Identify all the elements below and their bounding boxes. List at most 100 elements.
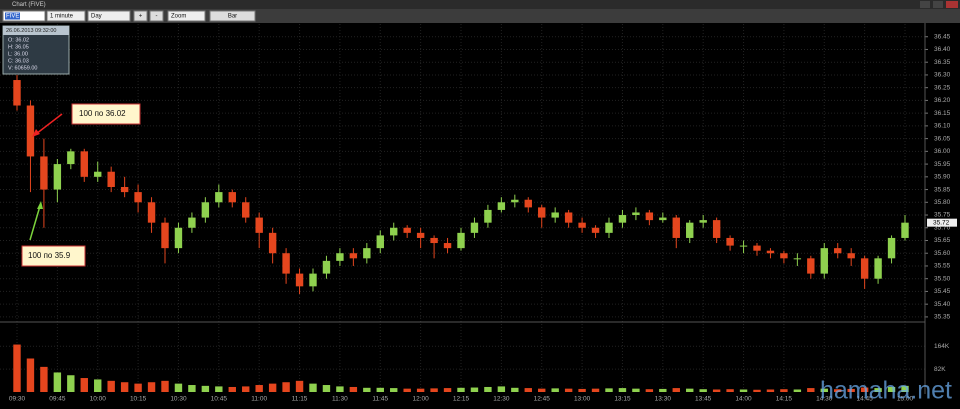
candle-body: [349, 253, 358, 259]
volume-bar: [901, 385, 909, 392]
interval-dropdown[interactable]: [46, 10, 86, 22]
volume-bar: [807, 388, 815, 392]
candle-body: [363, 248, 371, 259]
candle-body: [712, 220, 721, 238]
x-tick-label: 10:30: [170, 396, 187, 403]
volume-bar: [107, 380, 115, 392]
volume-bar: [766, 389, 775, 392]
volume-bar: [618, 388, 627, 392]
candle-body: [430, 237, 438, 244]
candle-body: [780, 253, 788, 259]
volume-bar: [632, 388, 640, 392]
candle-body: [336, 253, 344, 261]
candle-body: [605, 222, 613, 233]
annotation-box: [71, 103, 141, 125]
volume-bar: [497, 386, 506, 392]
candle-body: [282, 253, 290, 274]
candle-body: [578, 222, 586, 228]
candle-body: [107, 171, 115, 188]
x-tick-label: 12:30: [493, 396, 510, 403]
x-tick-label: 10:45: [211, 396, 228, 403]
volume-bar: [564, 388, 573, 392]
arrow: [29, 205, 41, 241]
candle-body: [134, 192, 142, 203]
candle-body: [94, 171, 102, 177]
volume-bar: [659, 388, 667, 392]
volume-bar: [457, 387, 465, 392]
volume-bar: [268, 383, 277, 392]
y2-tick-label: 164K: [934, 343, 950, 350]
symbol-input[interactable]: [2, 10, 46, 22]
volume-bar: [645, 389, 654, 392]
volume-bar: [53, 372, 62, 392]
volume-bar: [147, 382, 156, 392]
candle-body: [793, 258, 802, 260]
minus-text: -: [156, 14, 158, 20]
volume-bar: [578, 388, 586, 392]
y-tick-label: 36.35: [934, 59, 951, 66]
y-tick-label: 36.00: [934, 148, 951, 155]
symbol-text: FIVE: [6, 14, 19, 20]
volume-bar: [686, 388, 694, 392]
volume-bar: [282, 382, 290, 392]
volume-bar: [67, 375, 75, 392]
zoom-dropdown[interactable]: [167, 10, 206, 22]
candle-body: [820, 248, 828, 274]
volume-bar: [430, 388, 438, 392]
volume-bar: [13, 344, 21, 392]
volume-bar: [322, 385, 331, 392]
last-price-tag: [927, 218, 957, 227]
y2-tick-label: 82K: [934, 366, 946, 373]
close-button[interactable]: [946, 1, 958, 8]
volume-bar: [847, 388, 855, 392]
style-text: Bar: [228, 14, 237, 20]
title-bar: [0, 0, 960, 9]
volume-bar: [887, 386, 896, 392]
style-button[interactable]: [209, 10, 256, 22]
x-tick-label: 11:15: [292, 396, 308, 403]
volume-bar: [443, 388, 452, 392]
zoom-in-button[interactable]: [133, 10, 148, 22]
arrow-head: [37, 201, 43, 209]
info-datetime: 26.06.2013 09:32:00: [6, 28, 56, 34]
y-tick-label: 35.90: [934, 174, 951, 181]
y-tick-label: 35.55: [934, 263, 951, 270]
volume-bar: [524, 388, 532, 392]
candle-body: [80, 151, 88, 177]
candle-body: [376, 235, 384, 249]
x-tick-label: 14:00: [735, 396, 752, 403]
candle-body: [860, 258, 869, 279]
x-tick-label: 13:00: [574, 396, 591, 403]
info-box-header: [3, 26, 69, 35]
candle-body: [161, 222, 169, 249]
range-dropdown[interactable]: [87, 10, 131, 22]
x-tick-label: 13:30: [655, 396, 672, 403]
candle-body: [457, 232, 465, 249]
info-line: L: 36.00: [8, 51, 28, 57]
maximize-button[interactable]: [933, 1, 943, 8]
x-tick-label: 14:30: [816, 396, 833, 403]
volume-bar: [780, 389, 788, 392]
volume-bar: [336, 386, 344, 392]
x-tick-label: 12:00: [412, 396, 429, 403]
y-tick-label: 35.65: [934, 237, 951, 244]
x-tick-label: 11:30: [332, 396, 348, 403]
volume-bar: [363, 387, 371, 392]
y-tick-label: 35.40: [934, 301, 951, 308]
x-tick-label: 11:45: [372, 396, 388, 403]
volume-bar: [538, 388, 546, 392]
candle-body: [255, 217, 263, 233]
minimize-button[interactable]: [920, 1, 930, 8]
volume-bar: [739, 389, 748, 392]
y-tick-label: 35.35: [934, 314, 951, 321]
candle-body: [228, 192, 236, 203]
y-tick-label: 35.80: [934, 199, 951, 206]
zoom-out-button[interactable]: [149, 10, 164, 22]
volume-bar: [94, 379, 102, 392]
x-tick-label: 12:45: [534, 396, 551, 403]
candle-body: [403, 227, 411, 233]
volume-bar: [484, 386, 492, 392]
volume-bar: [511, 387, 519, 392]
y-tick-label: 36.25: [934, 84, 951, 91]
